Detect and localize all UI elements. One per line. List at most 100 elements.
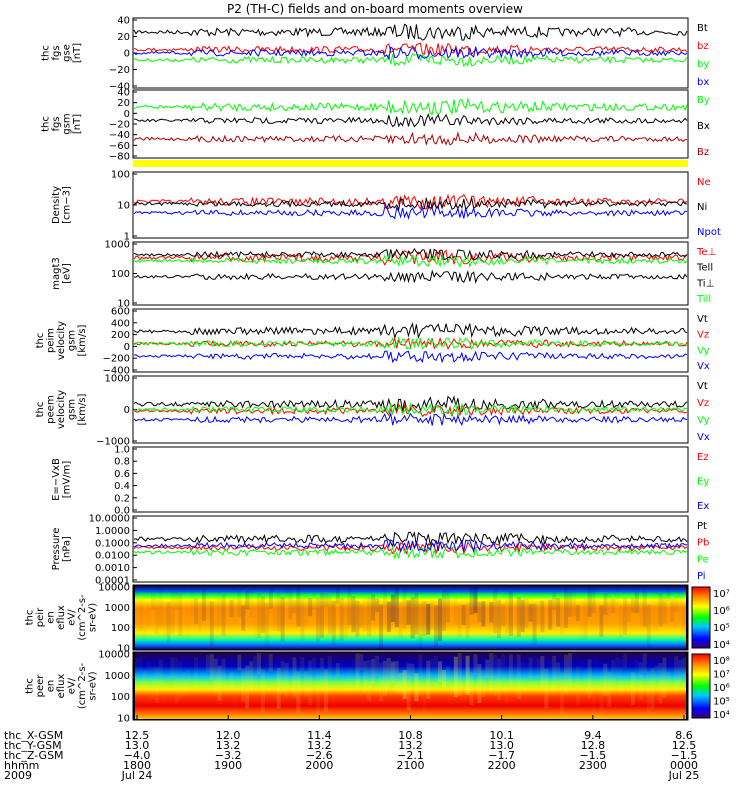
y-label-line: en bbox=[46, 611, 57, 624]
y-tick-label: 20 bbox=[117, 98, 130, 109]
spectrogram-stripe bbox=[465, 655, 470, 695]
spectrogram-stripe bbox=[592, 673, 596, 716]
spectrogram-stripe bbox=[449, 670, 454, 686]
spectrogram-stripe bbox=[430, 658, 435, 677]
spectrogram-stripe bbox=[603, 593, 608, 615]
x-axis-tick-label: −1.7 bbox=[488, 749, 515, 762]
y-tick-label: −40 bbox=[109, 82, 130, 93]
spectrogram-stripe bbox=[532, 603, 537, 645]
x-axis-tick-label: 13.0 bbox=[489, 739, 514, 752]
spectrogram-stripe bbox=[347, 667, 352, 687]
spectrogram-stripe bbox=[182, 587, 186, 606]
x-axis-tick-label: 8.6 bbox=[675, 729, 693, 742]
spectrogram-stripe bbox=[599, 605, 604, 637]
spectrogram-stripe bbox=[398, 601, 403, 639]
y-axis-label: Pressure [nPa] bbox=[51, 528, 73, 571]
spectrogram-stripe bbox=[190, 587, 194, 617]
spectrogram-stripe bbox=[233, 671, 237, 714]
y-tick-label: 0.4 bbox=[114, 481, 130, 492]
y-tick-label: 0.1000 bbox=[95, 538, 130, 549]
spectrogram-stripe bbox=[214, 595, 218, 629]
y-label-line: Density bbox=[51, 186, 62, 224]
spectrogram-stripe bbox=[379, 662, 384, 701]
legend-by: by bbox=[697, 59, 709, 70]
spectrogram-stripe bbox=[655, 591, 659, 631]
series-line-Bz bbox=[133, 131, 688, 147]
spectrogram-stripe bbox=[257, 593, 262, 638]
spectrogram-stripe bbox=[587, 659, 592, 698]
spectrogram-stripe bbox=[666, 587, 671, 602]
legend-By: By bbox=[697, 95, 710, 106]
y-label-line: [nT] bbox=[72, 43, 83, 63]
legend-Pe: Pe bbox=[697, 554, 709, 565]
panel-fgs_gse: thc fgs gse [nT] 40 20 0 −20 −40 Bt bz by bx bbox=[40, 16, 709, 93]
spectrogram-stripe bbox=[646, 671, 651, 715]
spectrogram-stripe bbox=[394, 661, 399, 693]
series-line-Pe bbox=[133, 544, 688, 560]
spectrogram-stripe bbox=[284, 589, 289, 606]
spectrogram-stripe bbox=[217, 665, 222, 701]
series-line-Vt bbox=[133, 395, 688, 413]
y-tick-label: −200 bbox=[103, 354, 130, 365]
spectrogram-stripe bbox=[469, 672, 474, 705]
series-line-Vt bbox=[133, 322, 688, 340]
series-line-bz bbox=[133, 42, 688, 56]
y-label-line: eV/ bbox=[67, 609, 78, 626]
spectrogram-stripe bbox=[359, 604, 364, 628]
spectrogram-stripe bbox=[678, 589, 682, 608]
series-line-bx bbox=[133, 46, 688, 61]
x-axis-tick-label: 10.8 bbox=[398, 729, 423, 742]
y-tick-label: 0.0100 bbox=[95, 551, 130, 562]
legend-Pi: Pi bbox=[697, 571, 706, 582]
spectrogram-stripe bbox=[154, 595, 159, 635]
spectrogram-stripe bbox=[319, 593, 324, 638]
legend-Pb: Pb bbox=[697, 538, 709, 549]
y-tick-label: 0 bbox=[124, 109, 130, 120]
y-label-line: thc bbox=[40, 45, 51, 61]
spectrogram-stripe bbox=[241, 605, 246, 631]
spectrogram-stripe bbox=[150, 593, 155, 610]
figure-title: P2 (TH-C) fields and on-board moments ov… bbox=[227, 2, 523, 16]
x-axis-tick-label: 10.1 bbox=[489, 729, 514, 742]
spectrogram-stripe bbox=[147, 661, 151, 698]
spectrogram-stripe bbox=[229, 672, 234, 690]
x-axis-tick-label: 12.8 bbox=[581, 739, 606, 752]
legend-Till: Till bbox=[696, 294, 711, 305]
panel-pressure: Pressure [nPa]10.00001.00000.10000.01000.… bbox=[51, 514, 710, 587]
spectrogram-stripe bbox=[516, 596, 521, 638]
series-line-By bbox=[133, 97, 688, 116]
y-axis-label: thc peir en eflux eV/(cm^2-s-sr-eV) bbox=[25, 594, 99, 641]
spectrogram-stripe bbox=[323, 669, 328, 712]
spectrogram-stripe bbox=[603, 663, 608, 696]
legend-Vx: Vx bbox=[697, 361, 710, 372]
spectrogram-stripe bbox=[540, 600, 545, 633]
spectrogram-stripe bbox=[347, 587, 352, 625]
spectrogram-stripe bbox=[674, 656, 679, 692]
spectrogram-stripe bbox=[626, 604, 631, 622]
spectrogram-stripe bbox=[312, 657, 317, 673]
spectrogram-stripe bbox=[552, 655, 557, 692]
legend-Bz: Bz bbox=[697, 147, 709, 158]
spectrogram-stripe bbox=[619, 658, 624, 696]
spectrogram-stripe bbox=[497, 658, 502, 700]
spectrogram-stripe bbox=[206, 589, 210, 618]
spectrogram-stripe bbox=[434, 655, 439, 690]
legend-Ex: Ex bbox=[697, 501, 709, 512]
series-line-Vy bbox=[133, 402, 688, 417]
y-axis-label: thc peem velocity gsm [km/s] bbox=[35, 390, 88, 429]
x-axis-row-label: hhmm bbox=[4, 759, 39, 772]
y-label-line: peim bbox=[46, 328, 57, 353]
spectrogram-stripe bbox=[682, 658, 687, 677]
spectrogram-stripe bbox=[327, 655, 332, 680]
spectrogram-stripe bbox=[575, 605, 580, 622]
spectrogram-stripe bbox=[595, 658, 599, 690]
spectrogram-stripe bbox=[245, 665, 250, 709]
spectrogram-stripe bbox=[205, 655, 210, 672]
series-line-Ne bbox=[133, 193, 688, 211]
spectrogram-stripe bbox=[351, 658, 355, 675]
spectrogram-stripe bbox=[563, 654, 568, 694]
spectrogram-stripe bbox=[375, 655, 380, 677]
spectrogram-stripe bbox=[135, 590, 139, 624]
spectrogram-stripe bbox=[406, 663, 411, 711]
spectrogram-stripe bbox=[390, 594, 395, 623]
